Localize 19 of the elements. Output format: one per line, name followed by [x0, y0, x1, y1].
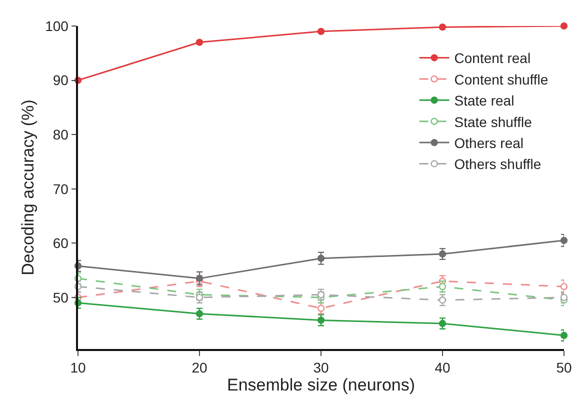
- y-axis-title: Decoding accuracy (%): [18, 100, 38, 276]
- x-tick-label: 40: [434, 360, 450, 376]
- y-tick-label: 100: [45, 18, 69, 34]
- x-tick-label: 50: [556, 360, 572, 376]
- y-tick-label: 60: [52, 235, 69, 252]
- legend-label: State shuffle: [454, 114, 532, 130]
- y-tick-label: 90: [52, 72, 69, 88]
- legend-label: Content real: [454, 50, 531, 66]
- y-tick-label: 80: [52, 126, 69, 142]
- x-tick-label: 10: [70, 360, 86, 376]
- y-tick-label: 70: [52, 180, 69, 197]
- legend-label: State real: [454, 92, 514, 109]
- x-axis-title: Ensemble size (neurons): [226, 376, 416, 395]
- legend-label: Content shuffle: [454, 71, 548, 88]
- legend-label: Others shuffle: [454, 156, 542, 172]
- x-tick-label: 30: [313, 360, 329, 376]
- legend-label: Others real: [454, 135, 524, 152]
- x-tick-label: 20: [192, 360, 208, 376]
- y-tick-label: 50: [52, 289, 69, 306]
